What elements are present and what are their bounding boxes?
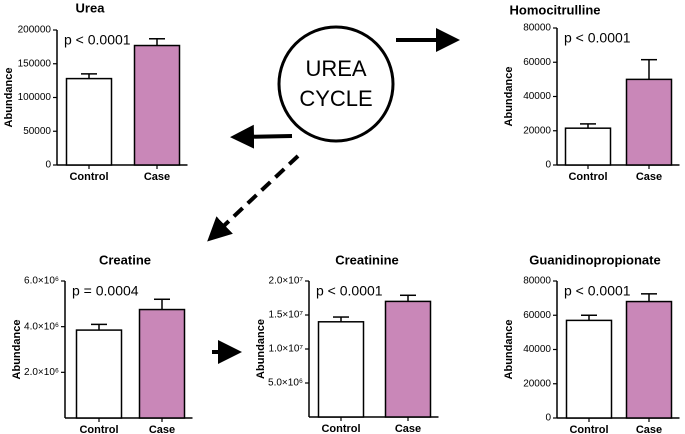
y-tick-label: 80000 bbox=[523, 23, 551, 34]
x-tick-label: Control bbox=[79, 424, 118, 434]
arrow bbox=[230, 124, 293, 149]
y-tick-label: 2.0×10⁷ bbox=[269, 276, 304, 287]
y-tick-label: 20000 bbox=[523, 125, 551, 136]
y-tick-label: 0 bbox=[45, 160, 51, 171]
chart-title: Creatine bbox=[99, 252, 151, 267]
x-tick-label: Case bbox=[395, 423, 421, 434]
y-tick-label: 1.5×10⁷ bbox=[269, 310, 304, 321]
y-axis-label: Abundance bbox=[503, 67, 515, 127]
y-axis-label: Abundance bbox=[255, 319, 267, 379]
x-tick-label: Case bbox=[636, 171, 662, 183]
y-tick-label: 1.0×10⁷ bbox=[269, 344, 304, 355]
dashed-arrow bbox=[207, 154, 300, 242]
cycle-circle bbox=[277, 25, 395, 143]
y-tick-label: 4.0×10⁶ bbox=[24, 321, 59, 332]
bar bbox=[384, 300, 432, 418]
y-tick-label: 40000 bbox=[523, 344, 551, 355]
y-tick-label: 0 bbox=[545, 160, 551, 171]
urea-cycle-diagram: UREA CYCLE bbox=[207, 25, 460, 364]
y-tick-label: 2.0×10⁶ bbox=[24, 367, 59, 378]
y-tick-label: 20000 bbox=[523, 378, 551, 389]
y-tick-label: 200000 bbox=[18, 25, 52, 36]
bar bbox=[65, 77, 113, 166]
annotation: p < 0.0001 bbox=[564, 30, 631, 46]
y-tick-label: 60000 bbox=[523, 57, 551, 68]
x-tick-label: Control bbox=[568, 171, 607, 183]
y-tick-label: 60000 bbox=[523, 310, 551, 321]
y-tick-label: 40000 bbox=[523, 91, 551, 102]
y-tick-label: 5.0×10⁶ bbox=[268, 378, 303, 389]
bar bbox=[625, 78, 673, 166]
bar bbox=[625, 300, 673, 419]
annotation: p < 0.0001 bbox=[64, 32, 131, 48]
x-tick-label: Control bbox=[69, 171, 108, 183]
cycle-label: CYCLE bbox=[299, 86, 372, 111]
bar bbox=[565, 319, 613, 419]
x-tick-label: Case bbox=[149, 424, 175, 434]
x-tick-label: Case bbox=[144, 171, 170, 183]
y-tick-label: 80000 bbox=[523, 276, 551, 287]
chart-title: Homocitrulline bbox=[509, 2, 600, 17]
annotation: p < 0.0001 bbox=[316, 283, 383, 299]
annotation: p = 0.0004 bbox=[72, 283, 139, 299]
y-axis-label: Abundance bbox=[11, 320, 23, 380]
y-tick-label: 0 bbox=[545, 413, 551, 424]
y-tick-label: 50000 bbox=[23, 126, 51, 137]
x-tick-label: Case bbox=[636, 424, 662, 434]
y-axis-label: Abundance bbox=[503, 320, 515, 380]
bar bbox=[133, 44, 181, 166]
cycle-label: UREA bbox=[305, 56, 366, 81]
chart-title: Creatinine bbox=[335, 252, 399, 267]
bar bbox=[75, 329, 123, 419]
chart-title: Guanidinopropionate bbox=[529, 252, 660, 267]
x-tick-label: Control bbox=[569, 424, 608, 434]
y-tick-label: 6.0×10⁶ bbox=[24, 276, 59, 287]
y-tick-label: 150000 bbox=[18, 58, 52, 69]
x-tick-label: Control bbox=[321, 423, 360, 434]
bar bbox=[138, 308, 186, 419]
bar bbox=[564, 127, 612, 166]
y-axis-label: Abundance bbox=[3, 68, 15, 128]
y-tick-label: 100000 bbox=[18, 92, 52, 103]
chart-title: Urea bbox=[76, 0, 106, 15]
bar bbox=[317, 321, 365, 418]
annotation: p < 0.0001 bbox=[564, 283, 631, 299]
